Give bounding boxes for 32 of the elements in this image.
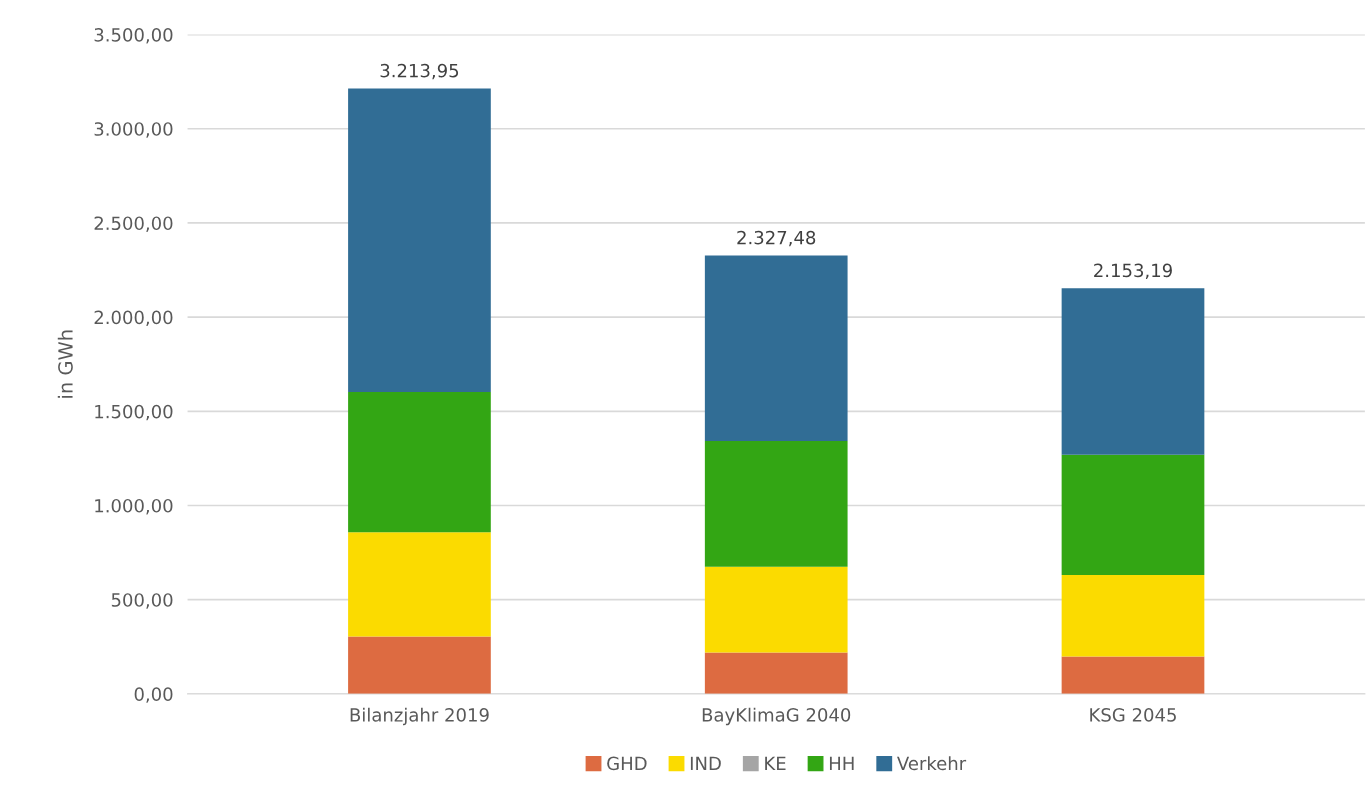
total-label: 3.213,95 xyxy=(380,63,459,80)
bar xyxy=(1061,288,1205,455)
y-tick-label: 3.500,00 xyxy=(94,28,173,44)
bar xyxy=(348,532,491,637)
y-axis-title: in GWh xyxy=(57,330,73,398)
legend-label: Verkehr xyxy=(897,756,967,771)
bar xyxy=(348,636,491,694)
y-tick-label: 2.500,00 xyxy=(94,216,173,232)
x-tick-label: Bilanzjahr 2019 xyxy=(350,707,489,726)
bar xyxy=(704,255,848,442)
y-tick-label: 3.000,00 xyxy=(94,122,173,138)
y-tick-label: 500,00 xyxy=(111,593,173,609)
total-label: 2.327,48 xyxy=(737,230,816,247)
legend-label: KE xyxy=(765,756,786,770)
bar xyxy=(1061,574,1205,657)
y-tick-label: 1.000,00 xyxy=(95,498,173,515)
legend-label: GHD xyxy=(607,756,647,771)
bar xyxy=(704,441,848,567)
y-tick-label: 0,00 xyxy=(134,687,173,703)
bar xyxy=(704,652,848,694)
y-tick-label: 2.000,00 xyxy=(94,310,173,327)
bar xyxy=(1061,656,1205,694)
bar xyxy=(348,392,491,533)
bar xyxy=(348,88,491,393)
bar xyxy=(704,566,848,653)
x-tick-label: BayKlimaG 2040 xyxy=(702,707,851,726)
bar xyxy=(1061,454,1205,575)
legend-label: HH xyxy=(829,756,854,770)
y-tick-label: 1.500,00 xyxy=(95,404,173,421)
x-tick-label: KSG 2045 xyxy=(1090,708,1176,722)
total-label: 2.153,19 xyxy=(1094,263,1172,280)
legend-label: IND xyxy=(690,756,721,770)
